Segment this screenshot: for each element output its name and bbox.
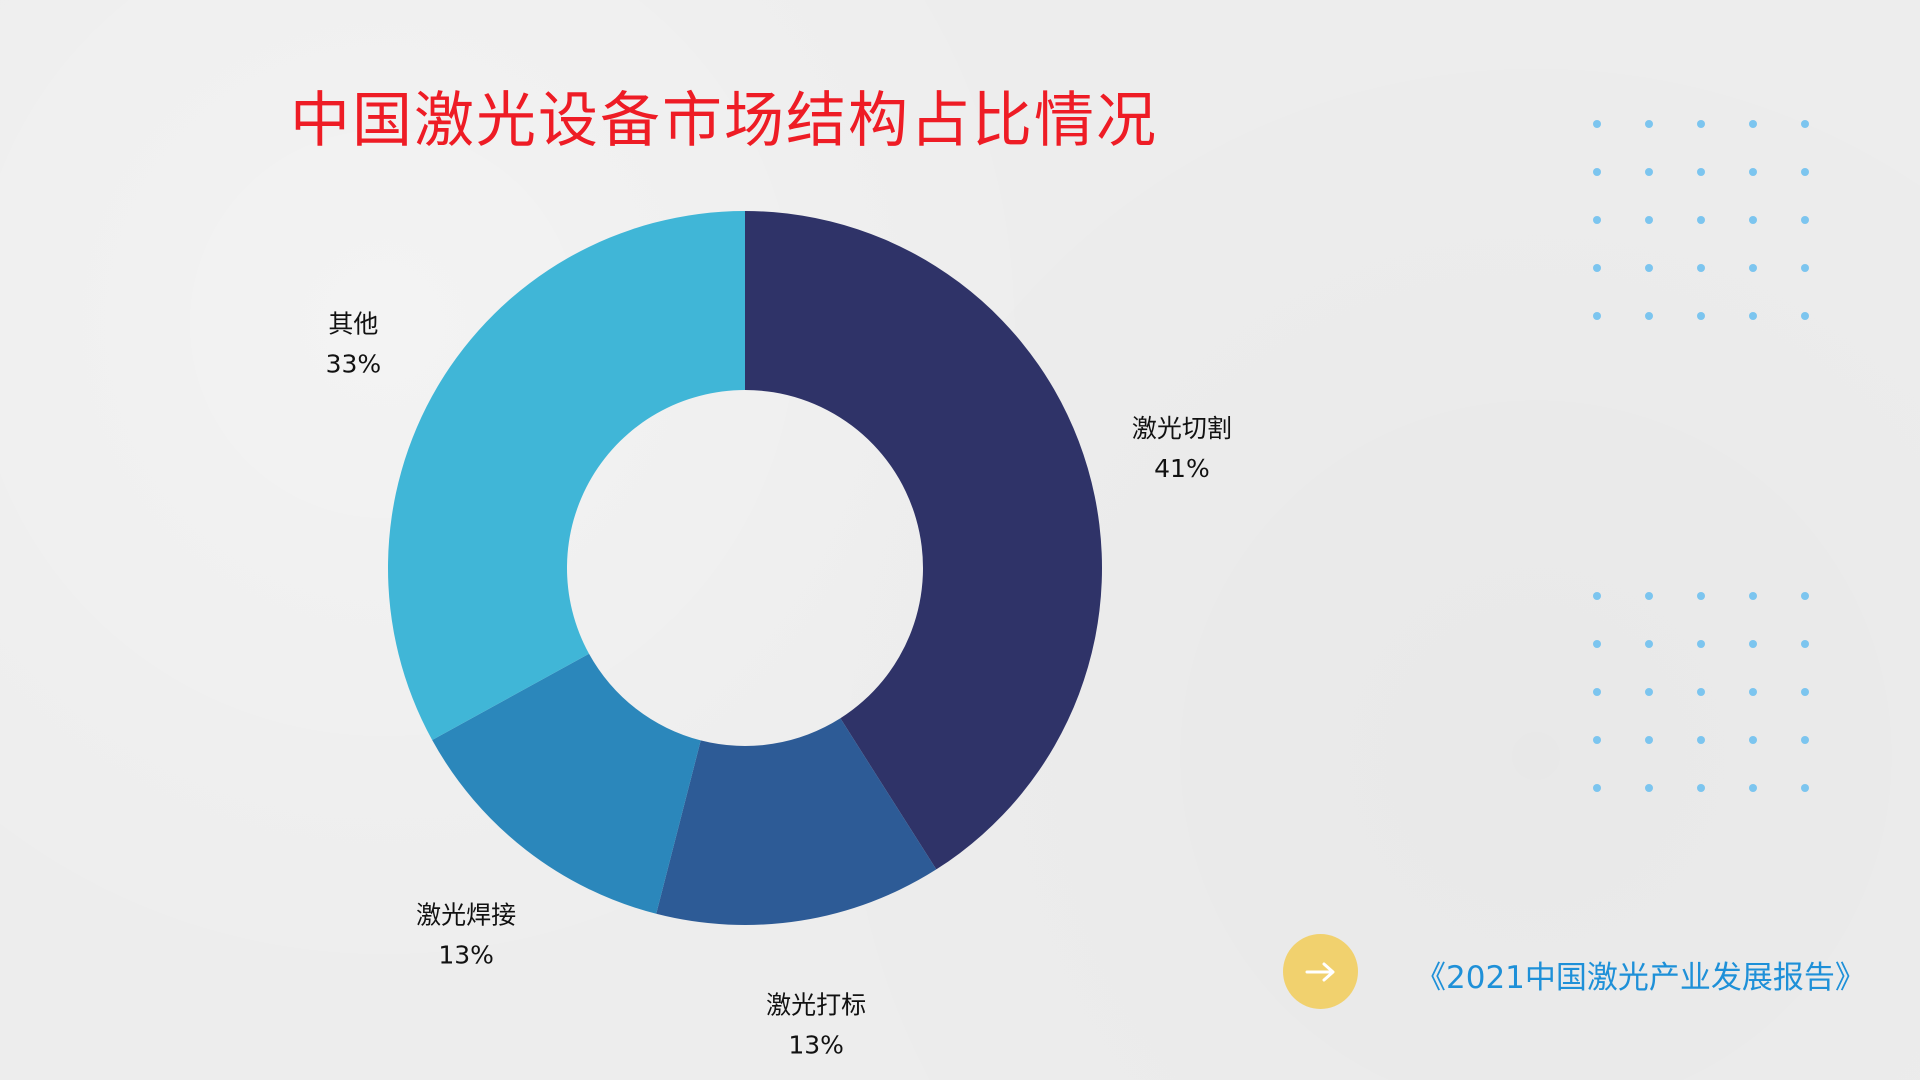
slice-percent-label: 13% [788,1030,844,1059]
decorative-dot [1593,640,1601,648]
decorative-dot [1645,120,1653,128]
decorative-dot [1697,736,1705,744]
decorative-dot [1697,120,1705,128]
decorative-dot [1801,592,1809,600]
decorative-dot [1801,168,1809,176]
decorative-dot [1645,736,1653,744]
decorative-dot [1645,784,1653,792]
slice-percent-label: 33% [326,349,382,378]
decorative-dot [1645,640,1653,648]
decorative-dot [1801,640,1809,648]
decorative-dot [1593,592,1601,600]
decorative-dot [1801,688,1809,696]
decorative-dot [1749,784,1757,792]
decorative-dot [1749,216,1757,224]
donut-slice-4 [387,211,745,740]
donut-slice-2 [656,718,937,925]
decorative-dot [1593,120,1601,128]
next-button[interactable] [1283,934,1358,1009]
decorative-dot [1593,736,1601,744]
decorative-dot [1645,312,1653,320]
chart-title: 中国激光设备市场结构占比情况 [290,86,1158,156]
decorative-dot [1801,216,1809,224]
slice-category-label: 激光切割 [1132,414,1232,443]
decorative-dot [1697,640,1705,648]
slice-category-label: 激光焊接 [416,901,516,930]
decorative-dot [1749,640,1757,648]
decorative-dot [1697,264,1705,272]
decorative-dot [1697,168,1705,176]
slice-category-label: 激光打标 [766,990,866,1019]
decorative-dot [1749,264,1757,272]
decorative-dot-grid-bottom [1593,592,1809,792]
decorative-dot [1645,688,1653,696]
decorative-dot [1749,592,1757,600]
decorative-dot [1801,120,1809,128]
donut-slice-1 [745,211,1103,870]
decorative-dot [1697,312,1705,320]
decorative-dot [1593,264,1601,272]
decorative-dot [1593,168,1601,176]
donut-slice-3 [432,653,701,914]
decorative-dot-grid-top [1593,120,1809,320]
decorative-dot [1697,784,1705,792]
decorative-dot [1697,592,1705,600]
decorative-dot [1801,736,1809,744]
decorative-dot [1749,120,1757,128]
decorative-dot [1749,312,1757,320]
decorative-dot [1801,264,1809,272]
arrow-right-icon [1305,962,1334,981]
slice-percent-label: 41% [1154,454,1210,483]
source-citation: 《2021中国激光产业发展报告》 [1415,960,1866,996]
decorative-dot [1645,216,1653,224]
decorative-dot [1749,736,1757,744]
decorative-dot [1645,264,1653,272]
decorative-dot [1593,784,1601,792]
decorative-dot [1593,216,1601,224]
slice-percent-label: 13% [438,941,494,970]
slice-category-label: 其他 [328,309,378,338]
decorative-dot [1801,784,1809,792]
decorative-dot [1645,592,1653,600]
decorative-dot [1593,688,1601,696]
decorative-dot [1749,688,1757,696]
decorative-dot [1645,168,1653,176]
decorative-dot [1593,312,1601,320]
decorative-dot [1749,168,1757,176]
decorative-dot [1697,688,1705,696]
decorative-dot [1697,216,1705,224]
decorative-dot [1801,312,1809,320]
